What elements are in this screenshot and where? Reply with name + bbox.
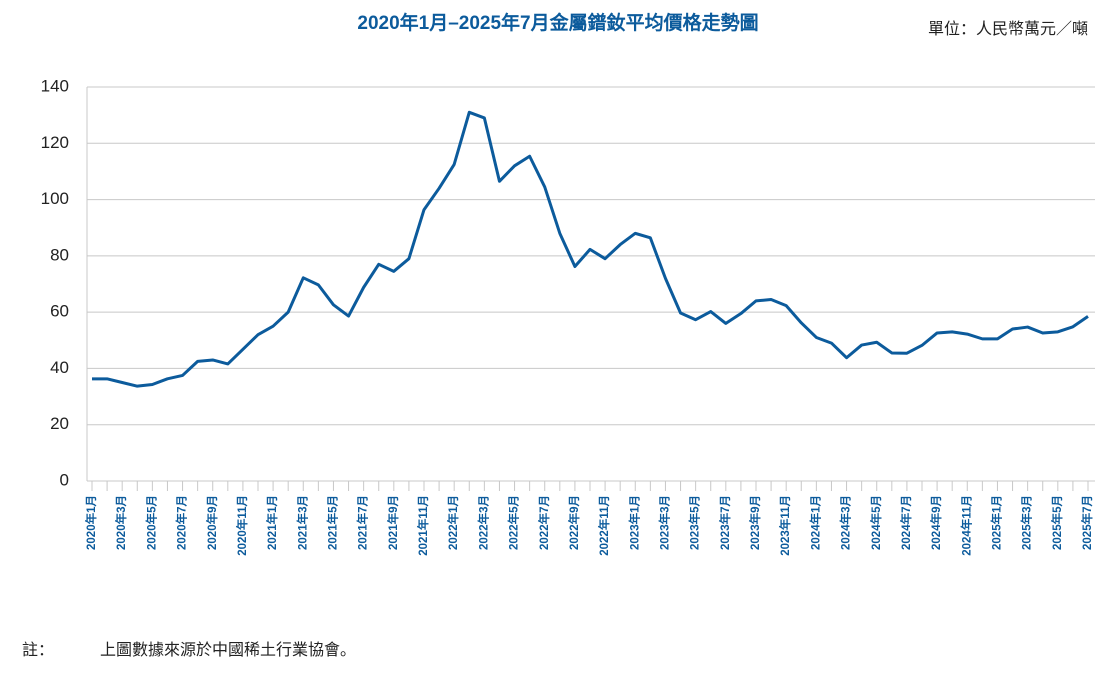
x-tick-label: 2023年5月 [688,495,702,550]
x-tick-label: 2023年9月 [748,495,762,550]
x-tick-label: 2021年7月 [356,495,370,550]
x-tick-label: 2020年3月 [114,495,128,550]
x-tick-label: 2024年5月 [869,495,883,550]
x-tick-label: 2021年11月 [416,495,430,556]
x-tick-label: 2020年11月 [235,495,249,556]
x-tick-label: 2021年5月 [325,495,339,550]
x-tick-label: 2025年3月 [1020,495,1034,550]
y-tick-label: 120 [41,133,69,152]
x-tick-label: 2022年11月 [597,495,611,556]
y-tick-label: 20 [50,414,69,433]
x-tick-label: 2024年11月 [959,495,973,556]
x-tick-label: 2024年9月 [929,495,943,550]
y-tick-label: 100 [41,189,69,208]
x-tick-label: 2023年1月 [627,495,641,550]
line-series [92,110,1089,388]
x-tick-label: 2023年11月 [778,495,792,556]
x-tick-label: 2025年5月 [1050,495,1064,550]
x-tick-label: 2021年9月 [386,495,400,550]
x-tick-label: 2024年1月 [808,495,822,550]
y-tick-label: 60 [50,302,69,321]
x-tick-label: 2022年7月 [537,495,551,550]
note-text: 上圖數據來源於中國稀土行業協會。 [100,641,356,659]
x-tick-label: 2025年1月 [989,495,1003,550]
x-tick-label: 2020年5月 [144,495,158,550]
x-tick-label: 2025年7月 [1080,495,1094,550]
x-tick-label: 2020年9月 [205,495,219,550]
x-tick-label: 2022年9月 [567,495,581,550]
y-tick-label: 80 [50,245,69,264]
x-tick-label: 2023年3月 [657,495,671,550]
note-label: 註： [22,641,54,659]
x-tick-label: 2022年1月 [446,495,460,550]
x-tick-label: 2020年1月 [84,495,98,550]
x-tick-label: 2021年3月 [295,495,309,550]
chart-title: 2020年1月–2025年7月金屬鐠釹平均價格走勢圖 [357,11,758,34]
x-tick-label: 2023年7月 [718,495,732,550]
x-tick-label: 2022年5月 [507,495,521,550]
y-tick-label: 40 [50,358,69,377]
x-tick-label: 2021年1月 [265,495,279,550]
x-tick-label: 2024年7月 [899,495,913,550]
x-tick-label: 2022年3月 [476,495,490,550]
y-tick-label: 140 [41,76,69,95]
unit-label: 單位：人民幣萬元／噸 [928,20,1088,38]
x-tick-label: 2024年3月 [839,495,853,550]
x-tick-label: 2020年7月 [175,495,189,550]
y-tick-label: 0 [60,470,69,489]
